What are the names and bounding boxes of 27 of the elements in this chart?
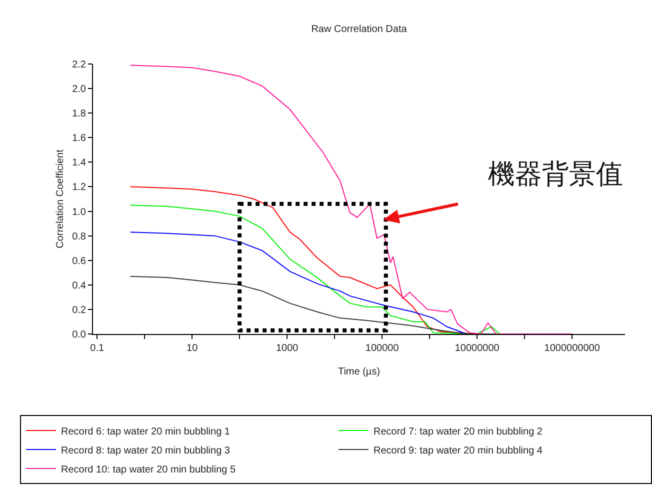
x-tick-label: 10 [186,343,198,354]
y-axis-title: Correlation Coefficient [55,149,66,248]
y-tick-label: 0.8 [72,231,86,242]
x-tick-label: 100000 [365,343,400,354]
x-tick-label: 10000000 [454,343,500,354]
y-tick-label: 0.6 [72,256,86,267]
y-tick-label: 2.2 [72,60,86,70]
y-tick-label: 1.2 [72,182,86,194]
y-tick-label: 1.6 [72,133,86,144]
annotation: 機器背景值 [488,159,623,190]
y-tick-label: 1.8 [72,108,86,120]
y-tick-label: 2.0 [72,84,86,96]
y-tick-label: 1.4 [72,158,86,169]
chart-title: Raw Correlation Data [311,24,408,35]
x-tick-label: 1000000000 [544,343,600,354]
legend-label: Record 10: tap water 20 min bubbling 5 [61,464,236,476]
x-tick-label: 0.1 [90,343,104,354]
y-tick-label: 0.0 [72,330,86,340]
x-tick-label: 1000 [276,343,299,354]
y-tick-label: 0.4 [72,280,86,292]
legend-label: Record 6: tap water 20 min bubbling 1 [61,426,230,438]
legend-label: Record 8: tap water 20 min bubbling 3 [61,445,230,456]
legend-label: Record 9: tap water 20 min bubbling 4 [374,445,543,456]
y-tick-label: 1.0 [72,206,86,218]
legend-label: Record 7: tap water 20 min bubbling 2 [374,426,543,438]
x-axis-title: Time (µs) [338,366,380,378]
y-tick-label: 0.2 [72,304,86,316]
